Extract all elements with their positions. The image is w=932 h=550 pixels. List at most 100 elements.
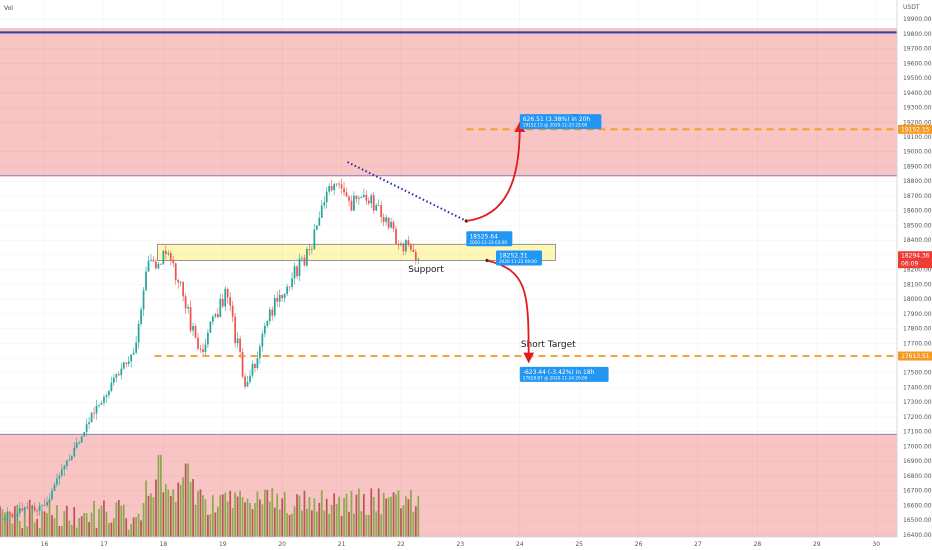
candle[interactable] <box>147 255 150 272</box>
candle[interactable] <box>318 211 321 227</box>
candle[interactable] <box>259 343 261 364</box>
candle[interactable] <box>254 363 256 373</box>
candle[interactable] <box>28 503 31 514</box>
candle[interactable] <box>211 314 214 325</box>
candle[interactable] <box>98 404 100 408</box>
candle[interactable] <box>249 369 251 384</box>
candle[interactable] <box>214 312 217 319</box>
candle[interactable] <box>330 180 333 192</box>
candle[interactable] <box>320 200 323 218</box>
candle[interactable] <box>286 283 288 297</box>
candle[interactable] <box>400 241 402 247</box>
candle[interactable] <box>358 195 360 206</box>
candle[interactable] <box>115 373 118 383</box>
candle[interactable] <box>189 300 192 334</box>
candle[interactable] <box>162 250 165 266</box>
candle[interactable] <box>308 243 311 256</box>
candle[interactable] <box>70 455 73 461</box>
candle[interactable] <box>276 291 279 307</box>
candle[interactable] <box>405 238 407 255</box>
candle[interactable] <box>377 199 380 207</box>
candle[interactable] <box>382 213 385 227</box>
candle[interactable] <box>365 190 368 206</box>
candle[interactable] <box>293 262 296 285</box>
candle[interactable] <box>73 442 76 458</box>
candle[interactable] <box>301 255 303 263</box>
candle[interactable] <box>9 510 11 516</box>
candle[interactable] <box>367 197 370 206</box>
candle[interactable] <box>6 507 9 524</box>
candle[interactable] <box>108 389 110 399</box>
candle[interactable] <box>306 246 308 268</box>
candle[interactable] <box>360 195 363 199</box>
candle[interactable] <box>345 187 348 197</box>
candle[interactable] <box>278 289 281 308</box>
candle[interactable] <box>410 243 412 253</box>
candle[interactable] <box>234 313 237 348</box>
candle[interactable] <box>355 195 358 203</box>
candle[interactable] <box>142 287 145 316</box>
candle[interactable] <box>226 287 229 304</box>
candle[interactable] <box>152 256 155 262</box>
candle[interactable] <box>315 225 318 231</box>
candle[interactable] <box>85 418 88 437</box>
candle[interactable] <box>298 253 301 282</box>
candle[interactable] <box>268 306 271 325</box>
candle[interactable] <box>246 375 249 387</box>
candle[interactable] <box>80 435 83 443</box>
candle[interactable] <box>402 242 405 256</box>
candle[interactable] <box>172 255 175 268</box>
candle[interactable] <box>125 362 128 368</box>
candle[interactable] <box>231 301 234 323</box>
candle[interactable] <box>16 510 19 523</box>
candle[interactable] <box>219 293 222 318</box>
candle[interactable] <box>31 504 34 515</box>
candle[interactable] <box>313 223 316 250</box>
candle[interactable] <box>273 294 276 318</box>
candle[interactable] <box>46 496 48 508</box>
candle[interactable] <box>137 320 140 349</box>
candle[interactable] <box>167 250 170 257</box>
candle[interactable] <box>397 240 400 250</box>
candle[interactable] <box>51 487 53 500</box>
candle[interactable] <box>261 330 264 352</box>
candle[interactable] <box>385 214 387 226</box>
candle[interactable] <box>362 188 365 198</box>
short-target-price-tag[interactable]: 17613.51 <box>898 351 932 361</box>
candle[interactable] <box>209 321 212 333</box>
candle[interactable] <box>103 394 105 407</box>
candle[interactable] <box>224 285 227 312</box>
candle[interactable] <box>266 319 269 328</box>
candle[interactable] <box>256 351 259 371</box>
candle[interactable] <box>325 186 328 209</box>
candle[interactable] <box>53 482 56 492</box>
candle[interactable] <box>407 236 410 248</box>
candle[interactable] <box>75 437 78 449</box>
candle[interactable] <box>343 182 345 197</box>
candle[interactable] <box>390 218 392 229</box>
candle[interactable] <box>26 502 29 510</box>
candle[interactable] <box>179 280 182 287</box>
candle[interactable] <box>387 217 390 230</box>
candle[interactable] <box>204 338 207 356</box>
candle[interactable] <box>11 512 14 519</box>
candle[interactable] <box>33 502 36 513</box>
candle[interactable] <box>229 291 232 312</box>
candle[interactable] <box>150 253 152 262</box>
candle[interactable] <box>194 323 197 339</box>
candle[interactable] <box>122 361 125 370</box>
candle[interactable] <box>145 266 147 292</box>
candle[interactable] <box>271 306 274 321</box>
candle[interactable] <box>350 195 353 212</box>
candle[interactable] <box>1 518 4 520</box>
candle[interactable] <box>296 264 298 279</box>
candle[interactable] <box>58 472 61 486</box>
candle[interactable] <box>112 373 115 386</box>
candle[interactable] <box>372 191 375 214</box>
